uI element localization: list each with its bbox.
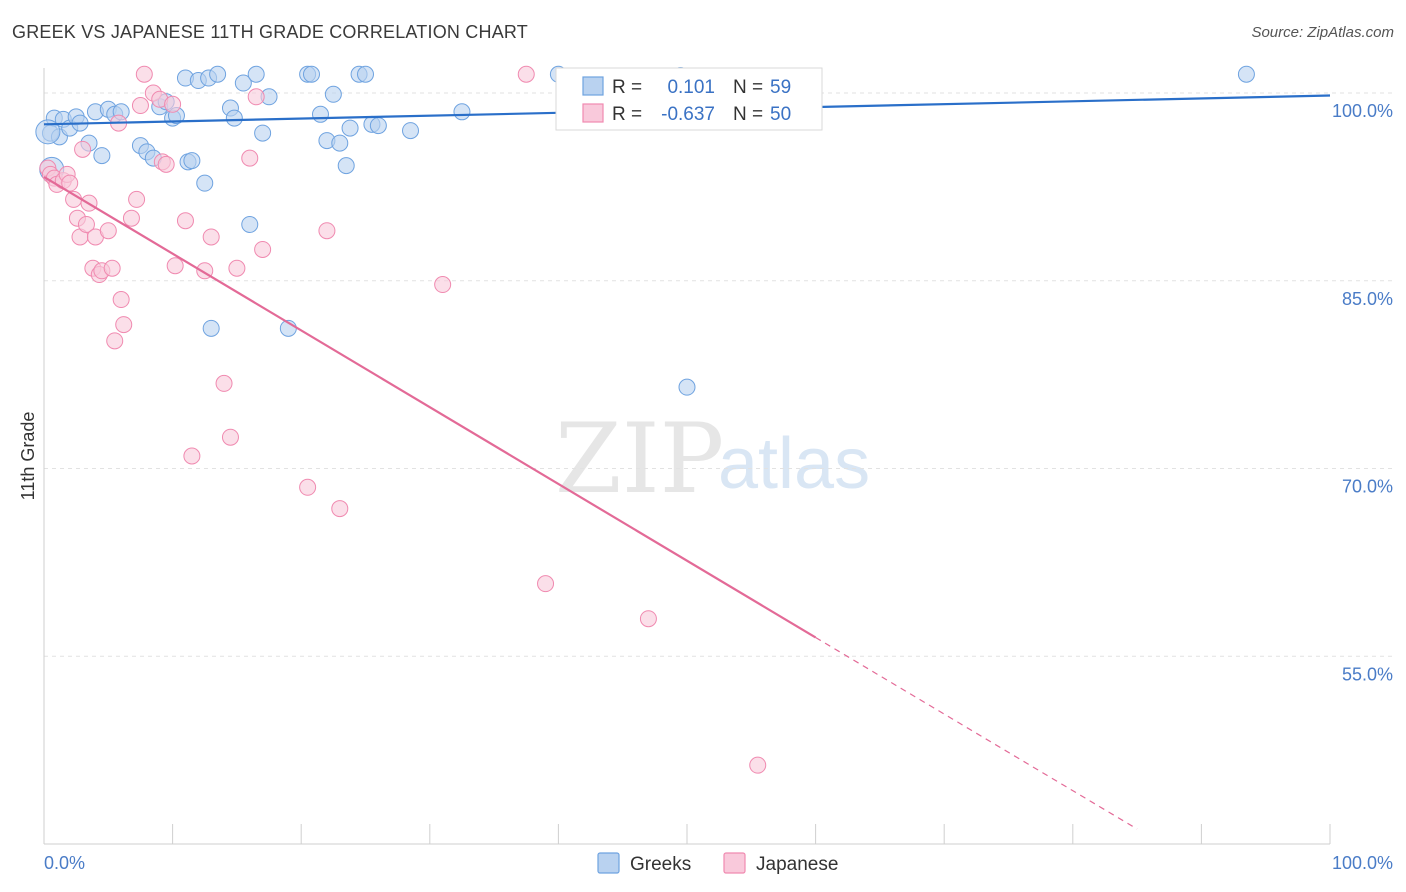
y-tick-label-0: 100.0% bbox=[1332, 101, 1393, 121]
legend-n-value-greeks: 59 bbox=[770, 77, 791, 98]
japanese-point bbox=[517, 65, 535, 83]
greeks-point bbox=[357, 65, 374, 83]
greeks-point bbox=[202, 319, 220, 337]
legend-r-label-greeks: R = bbox=[612, 77, 642, 98]
legend-swatch-japanese bbox=[582, 103, 604, 123]
japanese-point bbox=[135, 65, 153, 83]
x-tick-label-min: 0.0% bbox=[44, 853, 85, 873]
y-tick-labels: 100.0% 85.0% 70.0% 55.0% bbox=[1332, 101, 1393, 684]
japanese-point bbox=[749, 756, 767, 774]
bottom-legend-swatch-greeks bbox=[597, 852, 620, 874]
japanese-point bbox=[221, 428, 239, 446]
greeks-point bbox=[337, 157, 355, 175]
japanese-point bbox=[254, 240, 272, 258]
chart-title: GREEK VS JAPANESE 11TH GRADE CORRELATION… bbox=[12, 22, 528, 42]
japanese-point bbox=[77, 215, 95, 233]
japanese-point bbox=[537, 575, 555, 593]
greeks-point bbox=[196, 174, 214, 192]
japanese-point bbox=[115, 316, 133, 334]
japanese-point bbox=[241, 149, 259, 167]
grid-lines bbox=[44, 92, 1395, 657]
bottom-legend-label-greeks: Greeks bbox=[630, 854, 691, 875]
watermark: ZIP atlas bbox=[555, 403, 870, 515]
japanese-point bbox=[166, 257, 184, 275]
greeks-point bbox=[247, 65, 265, 83]
japanese-point bbox=[157, 155, 175, 173]
greeks-point bbox=[234, 74, 252, 92]
japanese-point bbox=[318, 222, 336, 240]
y-tick-label-3: 55.0% bbox=[1342, 664, 1393, 684]
greeks-point bbox=[183, 152, 201, 170]
greeks-point bbox=[331, 134, 349, 152]
greeks-point bbox=[209, 65, 227, 83]
legend-r-value-japanese: -0.637 bbox=[661, 104, 715, 125]
greeks-point bbox=[241, 215, 259, 233]
japanese-point bbox=[247, 88, 265, 106]
greeks-point bbox=[93, 147, 111, 165]
greeks-point bbox=[302, 65, 320, 83]
y-axis-label: 11th Grade bbox=[18, 412, 38, 501]
series-japanese-points bbox=[39, 65, 767, 774]
greeks-point bbox=[678, 378, 696, 396]
greeks-point bbox=[324, 85, 342, 103]
japanese-point bbox=[122, 209, 140, 227]
trend-line-japanese-extension bbox=[815, 636, 1138, 830]
japanese-point bbox=[202, 228, 220, 246]
greeks-point bbox=[35, 119, 61, 145]
y-tick-label-1: 85.0% bbox=[1342, 289, 1393, 309]
trend-line-japanese bbox=[43, 175, 817, 639]
x-tick-label-max: 100.0% bbox=[1332, 853, 1393, 873]
bottom-legend-label-japanese: Japanese bbox=[756, 854, 838, 875]
japanese-point bbox=[434, 276, 452, 294]
greeks-point bbox=[225, 109, 243, 127]
japanese-point bbox=[112, 291, 130, 309]
greeks-point bbox=[402, 122, 420, 140]
legend-swatch-greeks bbox=[582, 76, 604, 96]
x-axis-ticks bbox=[43, 824, 1331, 844]
japanese-point bbox=[74, 140, 92, 158]
greeks-point bbox=[341, 119, 359, 137]
greeks-point bbox=[1237, 65, 1255, 83]
greeks-point bbox=[369, 117, 387, 135]
source-label: Source: ZipAtlas.com bbox=[1251, 24, 1394, 41]
japanese-point bbox=[128, 190, 146, 208]
japanese-point bbox=[183, 447, 201, 465]
japanese-point bbox=[215, 374, 233, 392]
legend-r-label-japanese: R = bbox=[612, 104, 642, 125]
japanese-point bbox=[103, 259, 121, 277]
japanese-point bbox=[176, 212, 194, 230]
japanese-point bbox=[106, 332, 124, 350]
japanese-point bbox=[331, 500, 349, 518]
legend-r-value-greeks: 0.101 bbox=[667, 77, 715, 98]
watermark-zip: ZIP bbox=[555, 403, 724, 515]
legend-n-label-greeks: N = bbox=[733, 77, 763, 98]
japanese-point bbox=[228, 259, 246, 277]
legend-n-label-japanese: N = bbox=[733, 104, 763, 125]
bottom-legend-swatch-japanese bbox=[723, 852, 746, 874]
series-legend: Greeks Japanese bbox=[597, 852, 838, 875]
japanese-point bbox=[99, 222, 117, 240]
stats-legend: R = 0.101 N = 59 R = -0.637 N = 50 bbox=[555, 67, 823, 131]
japanese-point bbox=[299, 478, 317, 496]
japanese-point bbox=[164, 95, 182, 113]
greeks-point bbox=[254, 124, 272, 142]
greeks-point bbox=[453, 103, 471, 121]
y-tick-label-2: 70.0% bbox=[1342, 477, 1393, 497]
japanese-point bbox=[639, 610, 657, 628]
greeks-point bbox=[311, 105, 329, 123]
japanese-point bbox=[131, 97, 149, 115]
legend-n-value-japanese: 50 bbox=[770, 104, 791, 125]
watermark-atlas: atlas bbox=[718, 424, 870, 504]
